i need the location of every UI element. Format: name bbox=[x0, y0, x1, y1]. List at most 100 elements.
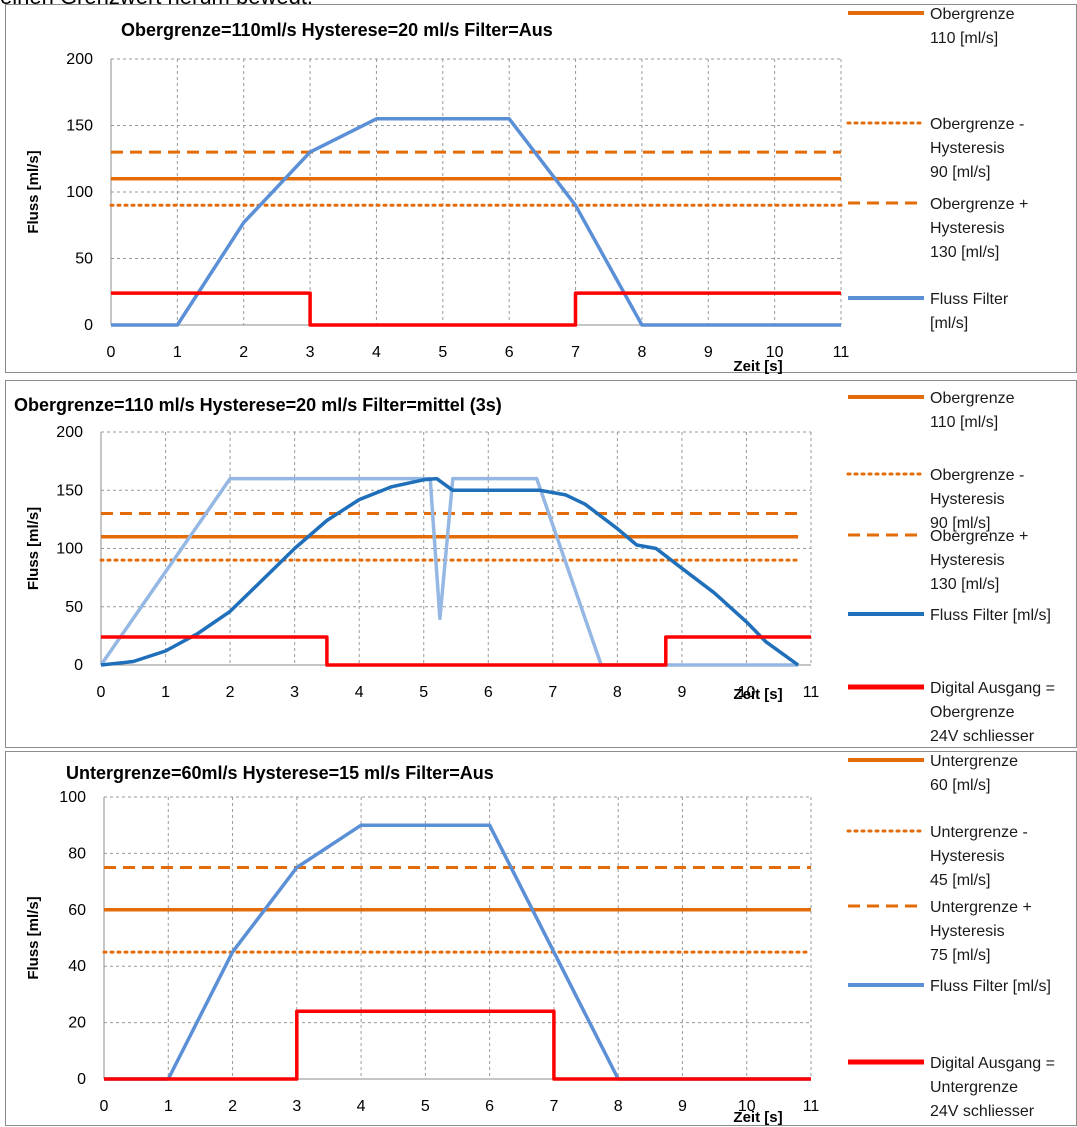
x-tick-label: 11 bbox=[833, 344, 850, 361]
y-tick-label: 0 bbox=[74, 657, 83, 674]
legend-label: Fluss Filter bbox=[930, 291, 1009, 308]
x-tick-label: 9 bbox=[704, 344, 713, 361]
y-tick-label: 60 bbox=[68, 902, 86, 919]
x-tick-label: 0 bbox=[107, 344, 116, 361]
y-tick-label: 80 bbox=[68, 845, 86, 862]
chart-obergrenze-filter-aus: 0 1 2 3 4 5 6 7 8 9 10 11 0 50 100 150 200 Obergrenze=110… bbox=[25, 6, 1028, 374]
x-tick-label: 7 bbox=[549, 1098, 558, 1115]
legend-label: Hysteresis bbox=[930, 491, 1005, 508]
x-tick-label: 3 bbox=[306, 344, 315, 361]
legend-label: 45 [ml/s] bbox=[930, 872, 990, 889]
chart-title: Obergrenze=110 ml/s Hysterese=20 ml/s Fi… bbox=[14, 395, 502, 415]
plot-grid bbox=[101, 431, 812, 665]
legend-label: Hysteresis bbox=[930, 140, 1005, 157]
legend-entry-fluss-filter-ml-s: Fluss Filter [ml/s] bbox=[848, 978, 1051, 995]
y-tick-label: 0 bbox=[77, 1071, 86, 1088]
y-tick-label: 100 bbox=[66, 184, 93, 201]
legend-label: 90 [ml/s] bbox=[930, 164, 990, 181]
legend-label: Obergrenze + bbox=[930, 196, 1028, 213]
x-tick-label: 9 bbox=[678, 1098, 687, 1115]
chart-untergrenze-filter-aus: 0 1 2 3 4 5 6 7 8 9 10 11 0 20 40 60 80 100 Untergrenze=60… bbox=[25, 753, 1055, 1126]
x-tick-label: 4 bbox=[372, 344, 381, 361]
legend-entry-digital-ausgang-untergrenze-24v-schliesser: Digital Ausgang = Untergrenze 24V schliess… bbox=[848, 1055, 1055, 1120]
legend-label: [ml/s] bbox=[930, 315, 968, 332]
x-tick-label: 4 bbox=[355, 684, 364, 701]
x-axis-title: Zeit [s] bbox=[733, 686, 782, 703]
x-tick-label: 2 bbox=[239, 344, 248, 361]
legend-label: Obergrenze - bbox=[930, 116, 1024, 133]
y-tick-label: 50 bbox=[65, 599, 83, 616]
chart-title: Obergrenze=110ml/s Hysterese=20 ml/s Fil… bbox=[121, 20, 553, 40]
legend-label: Untergrenze - bbox=[930, 824, 1028, 841]
y-tick-label: 150 bbox=[66, 118, 93, 135]
y-tick-label: 40 bbox=[68, 958, 86, 975]
legend-label: Obergrenze bbox=[930, 390, 1015, 407]
x-tick-label: 0 bbox=[100, 1098, 109, 1115]
x-tick-label: 10 bbox=[738, 684, 756, 701]
x-tick-label: 5 bbox=[421, 1098, 430, 1115]
legend-label: Hysteresis bbox=[930, 552, 1005, 569]
x-tick-label: 1 bbox=[173, 344, 182, 361]
legend-entry-obergrenze-110-ml-s: Obergrenze 110 [ml/s] bbox=[848, 6, 1015, 47]
series-line-fluss-filter-ml-s bbox=[100, 476, 800, 667]
legend-entry-obergrenze-hysteresis-130-ml-s: Obergrenze + Hysteresis 130 [ml/s] bbox=[848, 196, 1028, 261]
x-tick-label: 5 bbox=[419, 684, 428, 701]
y-axis-title: Fluss [ml/s] bbox=[25, 507, 42, 590]
x-tick-label: 4 bbox=[357, 1098, 366, 1115]
x-tick-label: 6 bbox=[485, 1098, 494, 1115]
legend-label: 24V schliesser bbox=[930, 728, 1035, 745]
legend-entry-obergrenze-110-ml-s: Obergrenze 110 [ml/s] bbox=[848, 390, 1015, 431]
x-tick-label: 6 bbox=[484, 684, 493, 701]
legend-label: Obergrenze bbox=[930, 704, 1015, 721]
legend-label: 110 [ml/s] bbox=[930, 30, 998, 47]
chart-obergrenze-filter-mittel: 0 1 2 3 4 5 6 7 8 9 10 11 0 50 100 150 200 Obergrenze=110… bbox=[14, 390, 1055, 745]
y-tick-label: 50 bbox=[75, 251, 93, 268]
legend-label: Digital Ausgang = bbox=[930, 680, 1055, 697]
legend-label: Untergrenze bbox=[930, 753, 1018, 770]
x-tick-label: 8 bbox=[614, 1098, 623, 1115]
x-tick-label: 10 bbox=[766, 344, 784, 361]
legend-label: Obergrenze + bbox=[930, 528, 1028, 545]
legend-label: Hysteresis bbox=[930, 923, 1005, 940]
x-tick-label: 7 bbox=[548, 684, 557, 701]
x-axis-title: Zeit [s] bbox=[733, 358, 782, 374]
y-axis-title: Fluss [ml/s] bbox=[25, 150, 42, 233]
legend-label: Digital Ausgang = bbox=[930, 1055, 1055, 1072]
y-tick-label: 100 bbox=[56, 541, 83, 558]
legend-entry-untergrenze-hysteresis-75-ml-s: Untergrenze + Hysteresis 75 [ml/s] bbox=[848, 899, 1032, 964]
y-tick-label: 20 bbox=[68, 1015, 86, 1032]
series-line-digital-ausgang-obergrenze-24v-schliesser bbox=[101, 635, 811, 667]
x-axis-title: Zeit [s] bbox=[733, 1109, 782, 1126]
chart-panel-obergrenze-filter-aus: 0 1 2 3 4 5 6 7 8 9 10 11 0 50 100 150 200 Obergrenze=110… bbox=[5, 4, 1077, 374]
y-tick-label: 0 bbox=[84, 317, 93, 334]
legend-entry-obergrenze-hysteresis-90-ml-s: Obergrenze - Hysteresis 90 [ml/s] bbox=[846, 116, 1024, 181]
x-tick-label: 7 bbox=[571, 344, 580, 361]
legend-label: 130 [ml/s] bbox=[930, 244, 999, 261]
x-tick-label: 1 bbox=[164, 1098, 173, 1115]
plot-grid bbox=[111, 58, 842, 325]
legend-label: 110 [ml/s] bbox=[930, 414, 998, 431]
legend-label: Hysteresis bbox=[930, 220, 1005, 237]
series-line-digital-ausgang bbox=[111, 291, 841, 327]
x-tick-label: 11 bbox=[803, 1098, 820, 1115]
legend-label: Hysteresis bbox=[930, 848, 1005, 865]
x-tick-label: 2 bbox=[226, 684, 235, 701]
legend-label: Untergrenze bbox=[930, 1079, 1018, 1096]
y-tick-label: 200 bbox=[66, 51, 93, 68]
plot-grid bbox=[104, 796, 812, 1079]
legend-label: 90 [ml/s] bbox=[930, 515, 990, 532]
legend-label: Fluss Filter [ml/s] bbox=[930, 978, 1051, 995]
y-axis-title: Fluss [ml/s] bbox=[25, 896, 42, 979]
x-tick-label: 6 bbox=[505, 344, 514, 361]
legend-entry-fluss-filter-ml-s: Fluss Filter [ml/s] bbox=[848, 607, 1051, 624]
x-tick-label: 1 bbox=[161, 684, 170, 701]
x-tick-label: 11 bbox=[803, 684, 820, 701]
chart-title: Untergrenze=60ml/s Hysterese=15 ml/s Fil… bbox=[66, 763, 494, 783]
y-tick-label: 150 bbox=[56, 482, 83, 499]
y-tick-label: 100 bbox=[59, 789, 86, 806]
legend-label: Obergrenze - bbox=[930, 467, 1024, 484]
x-tick-label: 5 bbox=[438, 344, 447, 361]
legend-label: 24V schliesser bbox=[930, 1103, 1035, 1120]
legend-label: 60 [ml/s] bbox=[930, 777, 990, 794]
x-tick-label: 3 bbox=[290, 684, 299, 701]
